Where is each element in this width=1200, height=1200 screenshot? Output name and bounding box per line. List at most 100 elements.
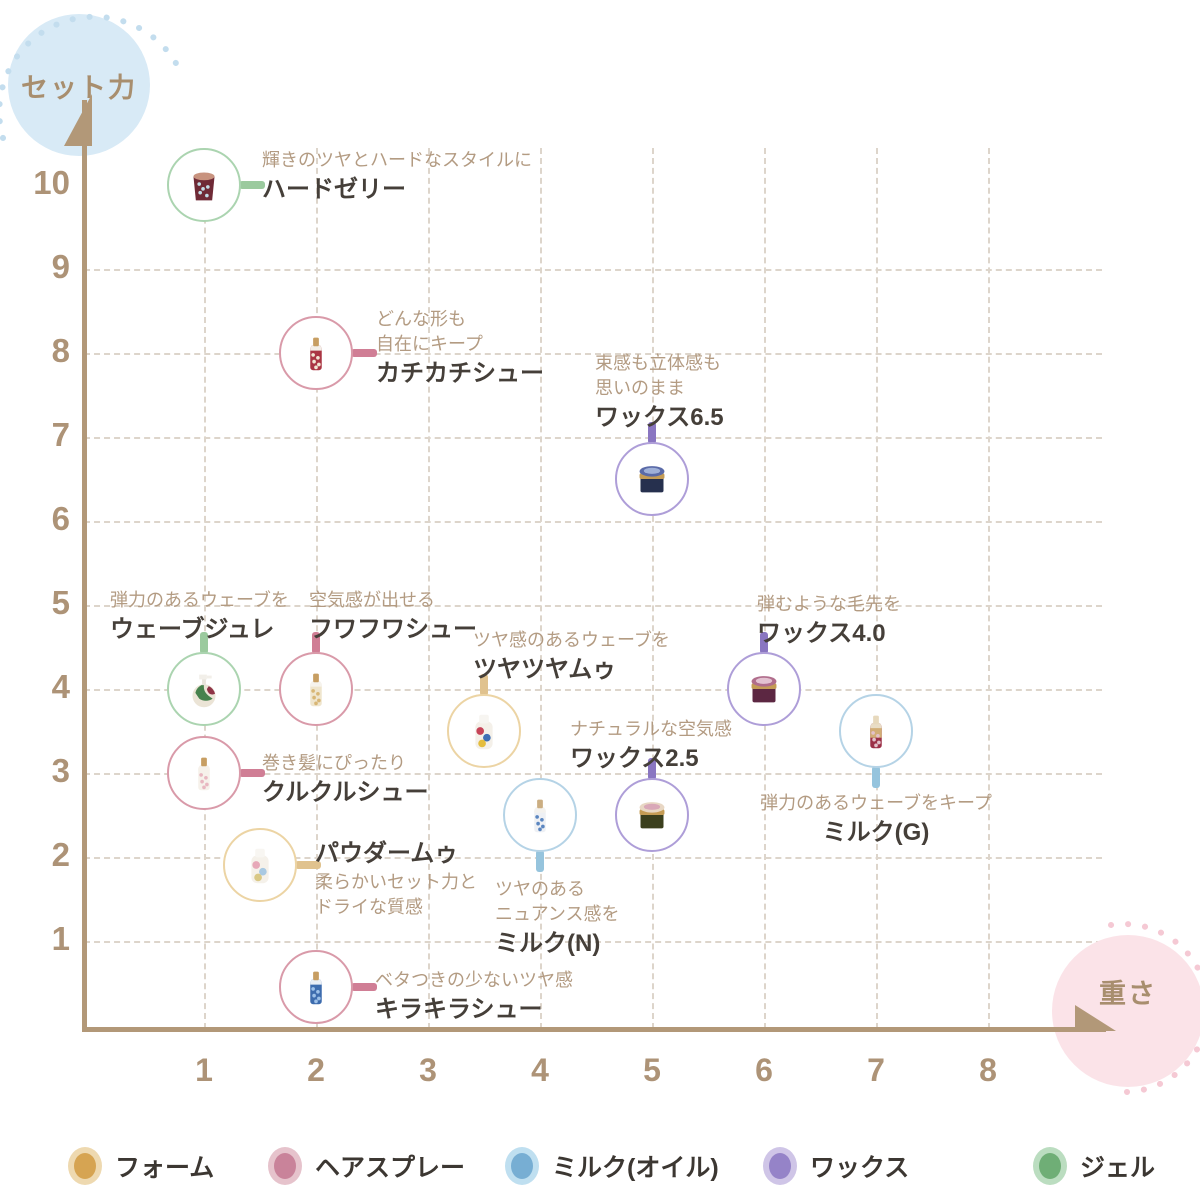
product-icon [310, 673, 322, 707]
grid-line-vertical [316, 148, 318, 1029]
product-caption: ベタつきの少ないツヤ感 [375, 970, 573, 991]
grid-line-vertical [988, 148, 990, 1029]
product-icon [534, 799, 546, 833]
legend-label: ワックス [810, 1154, 910, 1182]
y-axis-tick-label: 3 [51, 752, 70, 789]
product-label: ベタつきの少ないツヤ感 キラキラシュー [375, 968, 573, 1024]
product-caption: 輝きのツヤとハードなスタイルに [262, 150, 532, 170]
product-marker [503, 778, 577, 852]
legend-dot [763, 1147, 797, 1185]
product-icon [639, 802, 665, 829]
product-marker [223, 828, 297, 903]
product-marker [727, 652, 801, 726]
x-axis-tick-label: 2 [307, 1052, 325, 1088]
product-icon [751, 676, 777, 703]
x-axis-label: 重さ [1099, 978, 1157, 1009]
legend-item: ミルク(オイル) [505, 1147, 719, 1185]
product-icon [870, 715, 882, 749]
product-marker [279, 316, 353, 390]
product-name: パウダームゥ [315, 840, 459, 868]
product-caption: 巻き髪にぴったり [262, 753, 406, 773]
grid-line-vertical [652, 148, 654, 1029]
product-caption: 空気感が出せる [309, 590, 435, 610]
product-name: ワックス6.5 [595, 404, 724, 431]
product-caption: ナチュラルな空気感 [570, 719, 732, 739]
grid-line-vertical [764, 148, 766, 1029]
product-caption: 束感も立体感も [595, 353, 721, 373]
grid-line-horizontal [84, 941, 1102, 943]
grid-line-horizontal [84, 689, 1102, 691]
product-connector [351, 349, 377, 357]
product-caption: 弾力のあるウェーブを [110, 590, 289, 610]
product-icon [193, 172, 215, 201]
legend-label: ジェル [1080, 1154, 1156, 1182]
product-caption: 思いのまま [595, 378, 685, 398]
legend-dot-fill [769, 1153, 791, 1179]
product-connector [648, 758, 656, 780]
y-axis-label: セット力 [21, 72, 137, 103]
product-label: 弾力のあるウェーブをキープ ミルク(G) [716, 791, 1036, 847]
legend-label: フォーム [115, 1154, 215, 1182]
product-marker [447, 694, 521, 768]
product-marker [839, 694, 913, 768]
x-axis-tick-label: 1 [195, 1052, 213, 1088]
product-icon [639, 466, 665, 493]
product-connector [295, 861, 321, 870]
product-label: 束感も立体感も 思いのままワックス6.5 [595, 351, 724, 432]
product-caption: 弾むような毛先を [757, 594, 901, 614]
product-name: クルクルシュー [262, 779, 429, 806]
legend-dot-fill [74, 1153, 96, 1179]
product-name: ワックス4.0 [757, 620, 886, 647]
product-caption: どんな形も [376, 309, 466, 329]
product-connector [239, 769, 265, 777]
x-axis-tick-label: 8 [979, 1052, 997, 1088]
product-name: フワフワシュー [309, 616, 477, 643]
legend-dot [505, 1147, 539, 1185]
y-axis-tick-label: 6 [51, 500, 70, 537]
product-caption: ニュアンス感を [495, 904, 620, 924]
product-marker [615, 778, 689, 852]
product-name: ウェーブジュレ [110, 616, 275, 643]
legend-item: ヘアスプレー [268, 1147, 465, 1185]
product-connector [480, 674, 488, 696]
product-connector [648, 422, 656, 444]
legend-dot-fill [274, 1153, 296, 1179]
legend-dot [1033, 1147, 1067, 1185]
grid-line-horizontal [84, 773, 1102, 775]
x-axis-tick-label: 6 [755, 1052, 773, 1088]
product-icon [310, 337, 322, 371]
legend-item: フォーム [68, 1147, 214, 1185]
product-marker [167, 652, 241, 726]
grid-line-vertical [204, 148, 206, 1029]
x-axis-tick-label: 7 [867, 1052, 885, 1088]
product-name: ミルク(N) [495, 930, 601, 957]
product-caption: 自在にキープ [376, 334, 483, 354]
product-marker [167, 148, 241, 222]
grid-line-horizontal [84, 437, 1102, 439]
product-connector [200, 632, 208, 654]
product-label: ナチュラルな空気感 ワックス2.5 [570, 717, 732, 773]
product-label: 弾力のあるウェーブをウェーブジュレ [110, 588, 289, 644]
grid-line-horizontal [84, 521, 1102, 523]
product-caption: 柔らかいセット力と [315, 872, 477, 893]
product-label: どんな形も 自在にキープ カチカチシュー [376, 307, 544, 388]
product-name: ツヤツヤムゥ [473, 656, 617, 683]
product-icon [310, 971, 322, 1005]
x-axis-bubble: 重さ [1052, 935, 1200, 1087]
x-axis-tick-label: 4 [531, 1052, 549, 1088]
product-label: パウダームゥ 柔らかいセット力と ドライな質感 [315, 837, 477, 920]
product-marker [615, 442, 689, 516]
grid-line-vertical [540, 148, 542, 1029]
product-icon [192, 674, 216, 708]
product-connector [872, 766, 880, 788]
product-label: 輝きのツヤとハードなスタイルに ハードゼリー [262, 148, 532, 204]
product-icon [198, 757, 210, 791]
product-caption: ツヤのある [495, 879, 585, 899]
product-icon [251, 849, 269, 884]
grid-line-horizontal [84, 353, 1102, 355]
product-marker [167, 736, 241, 810]
x-axis-tick-label: 5 [643, 1052, 661, 1088]
product-name: ミルク(G) [822, 819, 930, 846]
legend-item: ワックス [763, 1147, 909, 1185]
